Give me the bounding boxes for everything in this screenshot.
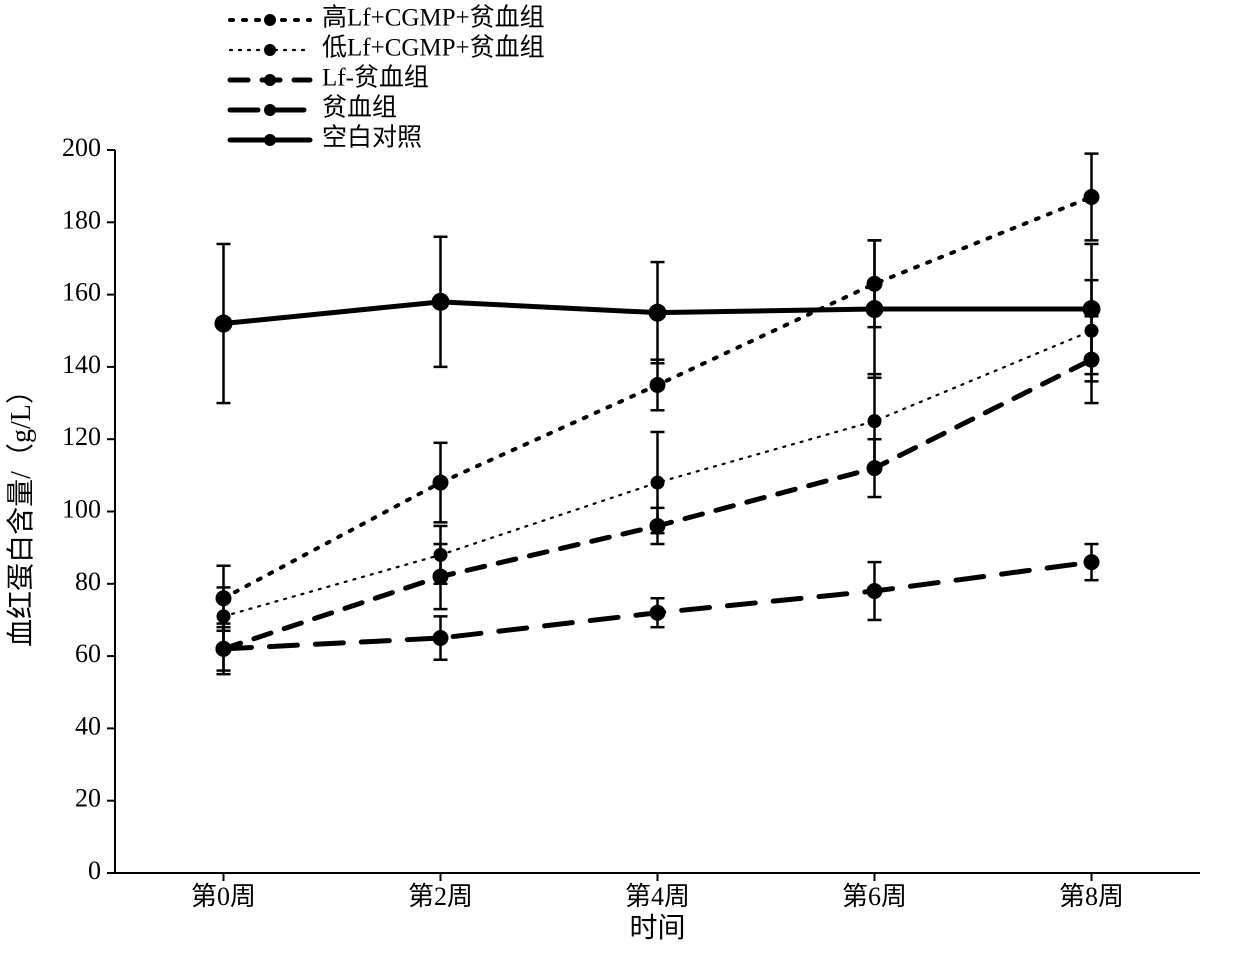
marker-circle-icon [650,377,666,393]
marker-circle-icon [651,476,665,490]
y-tick-label: 180 [62,205,101,234]
x-axis-label: 时间 [629,912,685,944]
x-tick-label: 第6周 [842,882,907,911]
legend-marker-icon [264,14,276,26]
marker-circle-icon [867,583,883,599]
x-tick-label: 第4周 [625,882,690,911]
x-tick-label: 第8周 [1059,882,1124,911]
marker-circle-icon [215,315,233,333]
legend-marker-icon [264,134,276,146]
marker-circle-icon [433,569,449,585]
hemoglobin-line-chart: 0 20 40 60 80 100 120 140 160 180 200 第0周 第2周 第4周 第6周 第… [0,0,1240,957]
marker-circle-icon [866,300,884,318]
marker-circle-icon [650,518,666,534]
y-tick-label: 160 [62,278,101,307]
series-high-lf-cgmp [216,154,1100,631]
legend-label: 低Lf+CGMP+贫血组 [322,34,545,62]
y-tick-label: 200 [62,133,101,162]
y-tick-label: 120 [62,422,101,451]
y-tick-label: 140 [62,350,101,379]
legend-label: 高Lf+CGMP+贫血组 [322,4,545,32]
marker-circle-icon [432,293,450,311]
marker-circle-icon [1083,300,1101,318]
y-tick-label: 100 [62,494,101,523]
marker-circle-icon [649,304,667,322]
marker-circle-icon [217,609,231,623]
marker-circle-icon [433,630,449,646]
marker-circle-icon [1084,554,1100,570]
y-tick-label: 20 [75,784,101,813]
marker-circle-icon [433,475,449,491]
y-tick-label: 40 [75,711,101,740]
marker-circle-icon [216,641,232,657]
y-tick-label: 60 [75,639,101,668]
legend: 高Lf+CGMP+贫血组低Lf+CGMP+贫血组Lf-贫血组贫血组空白对照 [230,4,545,152]
marker-circle-icon [650,605,666,621]
legend-marker-icon [264,44,276,56]
marker-circle-icon [1084,189,1100,205]
legend-marker-icon [264,74,276,86]
legend-label: 空白对照 [322,124,422,152]
marker-circle-icon [867,460,883,476]
x-tick-label: 第2周 [408,882,473,911]
marker-circle-icon [868,414,882,428]
y-axis-label: 血红蛋白含量/（g/L） [5,376,37,647]
legend-marker-icon [264,104,276,116]
legend-label: 贫血组 [322,94,397,122]
y-tick-label: 80 [75,567,101,596]
y-tick-label: 0 [88,856,101,885]
x-tick-label: 第0周 [191,882,256,911]
legend-label: Lf-贫血组 [322,64,429,92]
